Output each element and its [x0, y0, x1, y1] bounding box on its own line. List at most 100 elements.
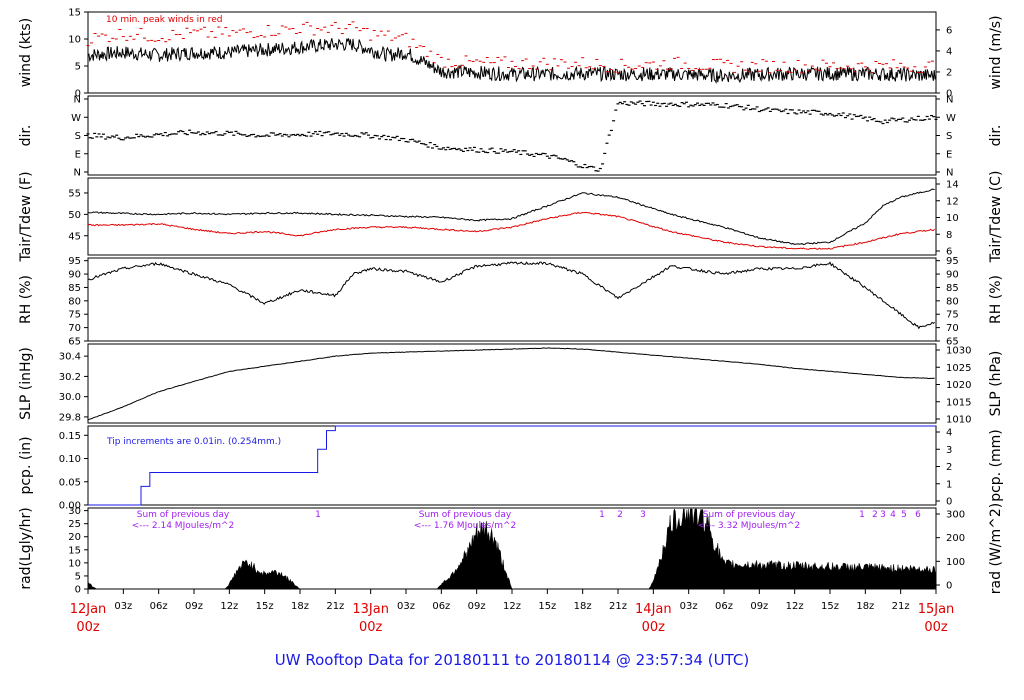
y-tick-label: 55 — [68, 188, 81, 199]
y-tick-label-right: W — [946, 113, 956, 124]
x-tick-label: 03z — [114, 601, 132, 612]
y-axis-label: SLP (inHg) — [18, 347, 34, 420]
x-day-label: 14Jan — [635, 602, 672, 617]
y-tick-label: 0.05 — [59, 477, 81, 488]
y-tick-label: 30.2 — [59, 372, 81, 383]
x-tick-label: 12z — [220, 601, 238, 612]
y-tick-label-right: 75 — [946, 310, 959, 321]
y-tick-label: 5 — [75, 62, 81, 73]
y-tick-label-right: 95 — [946, 256, 959, 267]
y-tick-label: 0 — [75, 585, 81, 596]
y-tick-label-right: E — [946, 149, 952, 160]
x-tick-label: 15z — [256, 601, 274, 612]
x-day-sublabel: 00z — [359, 620, 383, 635]
y-tick-label: 90 — [68, 270, 81, 281]
radiation-sum-value: <--- 2.14 MJoules/m^2 — [132, 521, 234, 531]
x-tick-label: 03z — [397, 601, 415, 612]
x-tick-label: 09z — [750, 601, 768, 612]
y-tick-label: S — [75, 131, 81, 142]
x-day-sublabel: 00z — [76, 620, 100, 635]
y-tick-label: 70 — [68, 323, 81, 334]
series-line — [87, 261, 936, 330]
y-tick-label: 10 — [68, 558, 81, 569]
y-tick-label: 95 — [68, 256, 81, 267]
y-tick-label: 50 — [68, 210, 81, 221]
hour-marker: 6 — [915, 510, 921, 520]
x-tick-label: 03z — [680, 601, 698, 612]
y-tick-label: 5 — [75, 571, 81, 582]
x-tick-label: 06z — [715, 601, 733, 612]
hour-marker: 2 — [872, 510, 878, 520]
x-tick-label: 18z — [291, 601, 309, 612]
y-tick-label-right: 2 — [946, 462, 952, 473]
panel-frame — [87, 95, 937, 176]
x-tick-label: 15z — [538, 601, 556, 612]
y-axis-label: Tair/Tdew (F) — [18, 171, 34, 262]
y-tick-label-right: 1010 — [946, 415, 971, 426]
y-axis-label: rad(Lgly/hr) — [18, 507, 34, 589]
hour-marker: 4 — [890, 510, 896, 520]
x-axis: 12Jan 00z 03z 06z 09z 12z 15z 18z 21z 13Jan 00z 03z… — [70, 589, 954, 635]
y-tick-label: 75 — [68, 310, 81, 321]
y-tick-label-right: 4 — [946, 428, 952, 439]
y-axis-label-right: Tair/Tdew (C) — [988, 171, 1004, 264]
hour-marker: 1 — [599, 510, 605, 520]
radiation-sum-label: Sum of previous day — [703, 510, 796, 520]
peak-wind-annotation: 10 min. peak winds in red — [106, 15, 223, 25]
y-tick-label-right: 100 — [946, 557, 965, 568]
y-tick-label: E — [75, 149, 81, 160]
y-tick-label-right: 2 — [946, 67, 952, 78]
y-tick-label-right: 0 — [946, 581, 952, 592]
chart-title-container: UW Rooftop Data for 20180111 to 20180114… — [0, 650, 1024, 669]
x-tick-label: 15z — [821, 601, 839, 612]
x-tick-label: 12z — [503, 601, 521, 612]
hour-marker: 5 — [901, 510, 907, 520]
y-tick-label: 30.0 — [59, 392, 81, 403]
y-tick-label-right: 4 — [946, 46, 952, 57]
y-axis-label: pcp. (in) — [18, 436, 34, 494]
y-tick-label-right: 80 — [946, 296, 959, 307]
y-tick-label: 10 — [68, 35, 81, 46]
y-tick-label: 45 — [68, 231, 81, 242]
y-tick-label: 15 — [68, 545, 81, 556]
y-tick-label: 0 — [75, 89, 81, 100]
x-tick-label: 21z — [326, 601, 344, 612]
y-tick-label-right: 0 — [946, 497, 952, 508]
panel-3: Tair/Tdew (F) Tair/Tdew (C) 45 50 55 6 8 10 12 14 — [18, 171, 1004, 264]
radiation-sum-label: Sum of previous day — [137, 510, 230, 520]
y-tick-label-right: 1025 — [946, 363, 971, 374]
y-tick-label-right: 1015 — [946, 397, 971, 408]
panel-frame — [87, 11, 937, 94]
y-tick-label-right: 90 — [946, 270, 959, 281]
y-tick-label-right: 65 — [946, 337, 959, 348]
radiation-sum-value: <--- 1.76 MJoules/m^2 — [414, 521, 516, 531]
y-axis-label-right: pcp. (mm) — [988, 429, 1004, 502]
y-tick-label-right: N — [946, 95, 953, 106]
x-day-label: 13Jan — [352, 602, 389, 617]
x-tick-label: 09z — [468, 601, 486, 612]
x-tick-label: 21z — [609, 601, 627, 612]
tip-annotation: Tip increments are 0.01in. (0.254mm.) — [106, 437, 281, 447]
y-axis-label-right: RH (%) — [988, 275, 1004, 324]
hour-marker: 2 — [617, 510, 623, 520]
y-tick-label-right: 3 — [946, 445, 952, 456]
radiation-sum-label: Sum of previous day — [419, 510, 512, 520]
x-tick-label: 09z — [185, 601, 203, 612]
y-tick-label: 0.00 — [59, 501, 81, 512]
y-tick-label-right: N — [946, 168, 953, 179]
hour-marker: 1 — [315, 510, 321, 520]
hour-marker: 3 — [640, 510, 646, 520]
y-tick-label: 29.8 — [59, 412, 81, 423]
x-day-label: 12Jan — [70, 602, 107, 617]
y-tick-label-right: 0 — [946, 89, 952, 100]
x-tick-label: 06z — [432, 601, 450, 612]
x-day-sublabel: 00z — [642, 620, 666, 635]
y-tick-label: 15 — [68, 8, 81, 19]
x-tick-label: 18z — [856, 601, 874, 612]
panel-4: RH (%) RH (%) 65 70 75 80 85 90 95 65 70 75 80 85 90 95 — [18, 256, 1004, 347]
y-tick-label-right: 85 — [946, 283, 959, 294]
y-axis-label-right: SLP (hPa) — [988, 351, 1004, 417]
y-tick-label: W — [71, 113, 81, 124]
y-axis-label-right: dir. — [988, 125, 1004, 147]
panel-1: wind (kts) wind (m/s) 0 5 10 15 0 2 4 6 10 min. pe… — [18, 8, 1004, 100]
